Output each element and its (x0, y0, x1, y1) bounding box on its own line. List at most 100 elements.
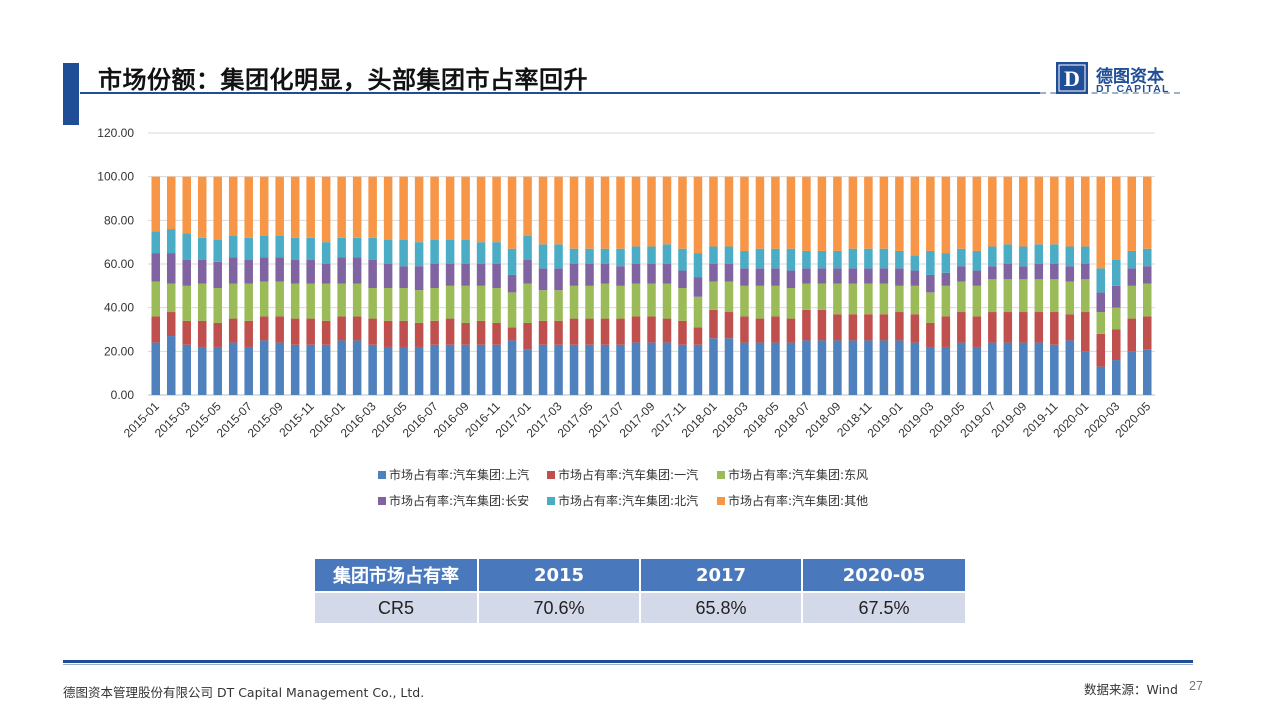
logo-cn-name: 德图资本 (1096, 67, 1164, 87)
bar-segment (941, 253, 951, 273)
bar-segment (926, 292, 935, 323)
bar-segment (538, 244, 548, 269)
bar-segment (786, 342, 796, 395)
bar-segment (724, 246, 734, 264)
bar-segment (244, 237, 253, 260)
bar-segment (926, 346, 935, 395)
bar-segment (724, 176, 734, 247)
bar-segment (693, 253, 703, 278)
bar-segment (1081, 246, 1090, 264)
bar-segment (352, 176, 362, 238)
bar-segment (864, 176, 873, 249)
bar-segment (569, 264, 579, 286)
table-header-row: 集团市场占有率 2015 2017 2020-05 (315, 559, 965, 591)
bar-segment (864, 340, 873, 395)
bar-segment (1003, 342, 1013, 395)
bar-segment (988, 246, 997, 267)
legend-swatch (378, 497, 386, 505)
bar-segment (306, 237, 315, 260)
bar-segment (507, 176, 517, 249)
bar-segment (957, 248, 966, 267)
legend-label: 市场占有率:汽车集团:东风 (728, 467, 868, 482)
bar-segment (740, 250, 749, 269)
footer-rule (63, 660, 1193, 663)
bar-segment (151, 281, 161, 317)
bar-segment (430, 239, 439, 264)
bar-segment (445, 264, 455, 286)
bar-segment (476, 242, 486, 264)
bar-segment (1142, 283, 1152, 317)
bar-segment (941, 176, 951, 254)
bar-segment (321, 320, 331, 345)
y-tick-label: 80.00 (104, 213, 134, 227)
bar-segment (476, 344, 486, 395)
bar-segment (600, 248, 610, 264)
bar-segment (817, 309, 827, 341)
bar-segment (290, 344, 300, 395)
bar-segment (1050, 244, 1059, 264)
bar-segment (1003, 312, 1013, 343)
legend-swatch (547, 471, 555, 479)
bar-segment (1050, 264, 1059, 280)
bar-segment (988, 342, 997, 395)
bar-segment (926, 274, 935, 293)
bar-segment (895, 176, 904, 251)
bar-segment (616, 248, 625, 267)
bar-segment (755, 342, 765, 395)
bar-segment (1112, 285, 1121, 308)
bar-segment (1096, 312, 1106, 334)
bar-segment (585, 176, 594, 249)
bar-segment (259, 340, 269, 395)
bar-segment (538, 290, 548, 321)
bar-segment (1127, 250, 1137, 269)
bar-segment (941, 272, 951, 286)
bar-segment (352, 316, 362, 341)
bar-segment (228, 235, 238, 258)
bar-segment (337, 257, 346, 284)
footer-company: 德图资本管理股份有限公司 DT Capital Management Co., … (63, 685, 425, 700)
bar-segment (1034, 264, 1044, 280)
bar-segment (848, 340, 858, 395)
bar-segment (1065, 266, 1075, 282)
bar-segment (1050, 312, 1059, 345)
bar-segment (988, 266, 997, 280)
bar-segment (755, 285, 765, 319)
bar-segment (848, 268, 858, 284)
bar-segment (1019, 176, 1028, 247)
bar-segment (678, 270, 687, 289)
bar-segment (585, 248, 594, 264)
bar-segment (182, 344, 191, 395)
bar-segment (352, 257, 362, 284)
bar-segment (461, 344, 470, 395)
bar-segment (569, 344, 579, 395)
bar-segment (492, 288, 501, 323)
bar-segment (352, 283, 362, 317)
bar-segment (182, 320, 191, 345)
bar-segment (1003, 279, 1013, 313)
bar-segment (182, 259, 191, 286)
bar-segment (972, 270, 982, 286)
bar-segment (941, 285, 951, 317)
bar-segment (585, 344, 594, 395)
table-row: CR5 70.6% 65.8% 67.5% (315, 591, 965, 623)
bar-segment (972, 285, 982, 317)
bar-segment (616, 176, 625, 249)
bar-segment (1112, 176, 1121, 260)
bar-segment (786, 270, 796, 289)
table-cell: 65.8% (641, 591, 801, 623)
bar-segment (864, 283, 873, 315)
bar-segment (166, 176, 176, 230)
bar-segment (213, 288, 222, 323)
bar-segment (662, 244, 672, 264)
bar-segment (616, 318, 625, 345)
bar-segment (166, 312, 176, 337)
bar-segment (631, 246, 641, 264)
bar-segment (1142, 266, 1152, 284)
table-header-cell: 集团市场占有率 (315, 559, 477, 591)
bar-segment (569, 285, 579, 319)
bar-segment (259, 316, 269, 341)
bar-segment (1127, 318, 1137, 352)
bar-segment (290, 176, 300, 238)
bar-segment (895, 250, 904, 269)
bar-segment (213, 346, 222, 395)
